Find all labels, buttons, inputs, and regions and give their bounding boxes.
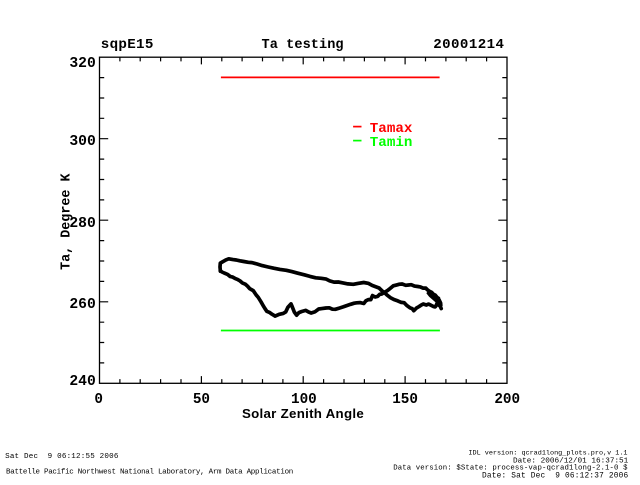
svg-text:50: 50 <box>193 392 210 408</box>
svg-text:Date: 2006/12/01 16:37:51: Date: 2006/12/01 16:37:51 <box>513 457 629 465</box>
svg-text:sqpE15: sqpE15 <box>101 37 154 53</box>
svg-text:Battelle Pacific Northwest Nat: Battelle Pacific Northwest National Labo… <box>6 468 293 476</box>
svg-text:Sat Dec 9 06:12:55 2006: Sat Dec 9 06:12:55 2006 <box>5 453 119 461</box>
svg-text:280: 280 <box>69 216 95 232</box>
svg-text:Date: Sat Dec 9 06:12:37 2006: Date: Sat Dec 9 06:12:37 2006 <box>482 472 628 480</box>
svg-text:200: 200 <box>494 392 520 408</box>
svg-text:Ta, Degree K: Ta, Degree K <box>59 173 74 270</box>
svg-text:Ta testing: Ta testing <box>262 38 344 53</box>
svg-text:Tamin: Tamin <box>370 135 413 151</box>
svg-text:IDL version: qcrad1long_plots.: IDL version: qcrad1long_plots.pro,v 1.1 <box>468 450 627 458</box>
svg-text:100: 100 <box>291 392 317 408</box>
svg-text:0: 0 <box>94 392 103 408</box>
svg-text:300: 300 <box>69 134 95 150</box>
svg-text:Data version: $State: process-: Data version: $State: process-vap-qcrad1… <box>393 464 628 472</box>
svg-text:150: 150 <box>392 392 418 408</box>
svg-text:20001214: 20001214 <box>433 37 504 53</box>
svg-text:Solar Zenith Angle: Solar Zenith Angle <box>242 406 364 421</box>
svg-text:Tamax: Tamax <box>370 121 413 137</box>
svg-text:240: 240 <box>69 374 95 390</box>
svg-text:320: 320 <box>69 56 95 72</box>
svg-text:260: 260 <box>69 297 95 313</box>
